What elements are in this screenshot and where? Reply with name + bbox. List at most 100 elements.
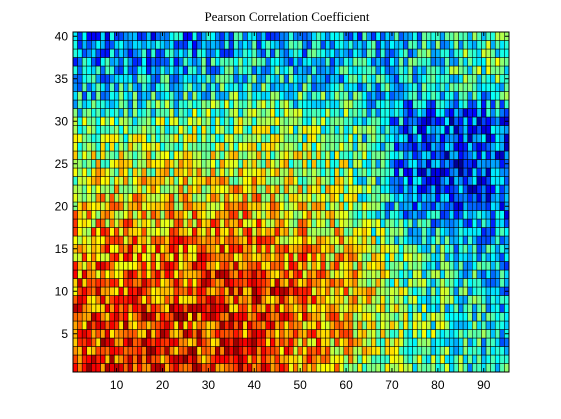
heatmap-cell (361, 278, 367, 288)
heatmap-cell (306, 116, 312, 126)
heatmap-cell (320, 303, 326, 313)
heatmap-cell (325, 354, 331, 364)
heatmap-cell (504, 40, 510, 50)
heatmap-cell (196, 57, 202, 67)
heatmap-cell (141, 320, 147, 330)
heatmap-cell (228, 286, 234, 296)
heatmap-cell (242, 99, 248, 109)
heatmap-cell (104, 142, 110, 152)
heatmap-cell (141, 31, 147, 41)
heatmap-cell (366, 329, 372, 339)
heatmap-cell (504, 91, 510, 101)
heatmap-cell (178, 244, 184, 254)
heatmap-cell (187, 193, 193, 203)
heatmap-cell (476, 201, 482, 211)
heatmap-cell (462, 125, 468, 135)
heatmap-cell (439, 346, 446, 356)
heatmap-cell (279, 346, 285, 356)
heatmap-cell (348, 108, 354, 118)
heatmap-cell (72, 252, 78, 262)
heatmap-cell (490, 252, 496, 262)
heatmap-cell (127, 337, 133, 347)
heatmap-cell (481, 346, 487, 356)
heatmap-cell (293, 363, 299, 373)
heatmap-cell (412, 57, 418, 67)
heatmap-cell (430, 235, 436, 245)
heatmap-cell (412, 346, 418, 356)
heatmap-cell (467, 74, 473, 84)
heatmap-cell (311, 125, 317, 135)
heatmap-cell (169, 167, 175, 177)
heatmap-cell (472, 363, 478, 373)
heatmap-cell (306, 244, 312, 254)
heatmap-cell (394, 108, 400, 118)
heatmap-cell (81, 354, 88, 364)
heatmap-cell (283, 125, 289, 135)
heatmap-cell (481, 176, 487, 186)
heatmap-cell (210, 48, 216, 58)
heatmap-cell (435, 210, 441, 220)
heatmap-cell (247, 133, 253, 143)
heatmap-cell (192, 159, 198, 169)
heatmap-cell (72, 320, 78, 330)
heatmap-cell (237, 99, 244, 109)
heatmap-cell (494, 363, 501, 373)
heatmap-cell (416, 286, 423, 296)
heatmap-cell (164, 40, 170, 50)
heatmap-cell (127, 218, 133, 228)
heatmap-cell (178, 74, 184, 84)
heatmap-cell (86, 218, 92, 228)
heatmap-cell (320, 227, 326, 237)
heatmap-cell (164, 99, 170, 109)
heatmap-cell (453, 40, 459, 50)
heatmap-cell (155, 329, 161, 339)
heatmap-cell (302, 57, 308, 67)
heatmap-cell (403, 278, 409, 288)
heatmap-cell (146, 278, 152, 288)
heatmap-cell (247, 125, 253, 135)
heatmap-cell (137, 329, 143, 339)
heatmap-cell (265, 261, 271, 271)
heatmap-cell (178, 354, 184, 364)
heatmap-cell (334, 218, 340, 228)
heatmap-cell (394, 320, 400, 330)
heatmap-cell (485, 57, 491, 67)
heatmap-cell (219, 48, 225, 58)
heatmap-cell (159, 269, 166, 279)
heatmap-cell (334, 235, 340, 245)
heatmap-cell (210, 176, 216, 186)
heatmap-cell (205, 74, 211, 84)
heatmap-cell (201, 320, 207, 330)
heatmap-cell (439, 286, 446, 296)
heatmap-cell (361, 99, 367, 109)
heatmap-cell (91, 193, 97, 203)
heatmap-cell (357, 252, 363, 262)
heatmap-cell (201, 303, 207, 313)
heatmap-cell (403, 31, 409, 41)
heatmap-cell (416, 57, 423, 67)
heatmap-cell (288, 82, 294, 92)
heatmap-cell (187, 82, 193, 92)
heatmap-cell (494, 201, 501, 211)
heatmap-cell (182, 99, 188, 109)
heatmap-cell (357, 286, 363, 296)
heatmap-cell (407, 82, 413, 92)
heatmap-cell (182, 244, 188, 254)
heatmap-cell (132, 278, 138, 288)
heatmap-cell (306, 184, 312, 194)
heatmap-cell (118, 201, 124, 211)
heatmap-cell (371, 337, 377, 347)
x-tick-label: 60 (339, 378, 353, 392)
heatmap-cell (416, 48, 423, 58)
heatmap-cell (504, 167, 510, 177)
heatmap-cell (81, 261, 88, 271)
heatmap-cell (315, 184, 322, 194)
heatmap-cell (283, 116, 289, 126)
heatmap-cell (164, 227, 170, 237)
heatmap-cell (100, 244, 106, 254)
heatmap-cell (334, 363, 340, 373)
heatmap-cell (371, 218, 377, 228)
heatmap-cell (449, 261, 455, 271)
heatmap-cell (192, 295, 198, 305)
heatmap-cell (334, 210, 340, 220)
